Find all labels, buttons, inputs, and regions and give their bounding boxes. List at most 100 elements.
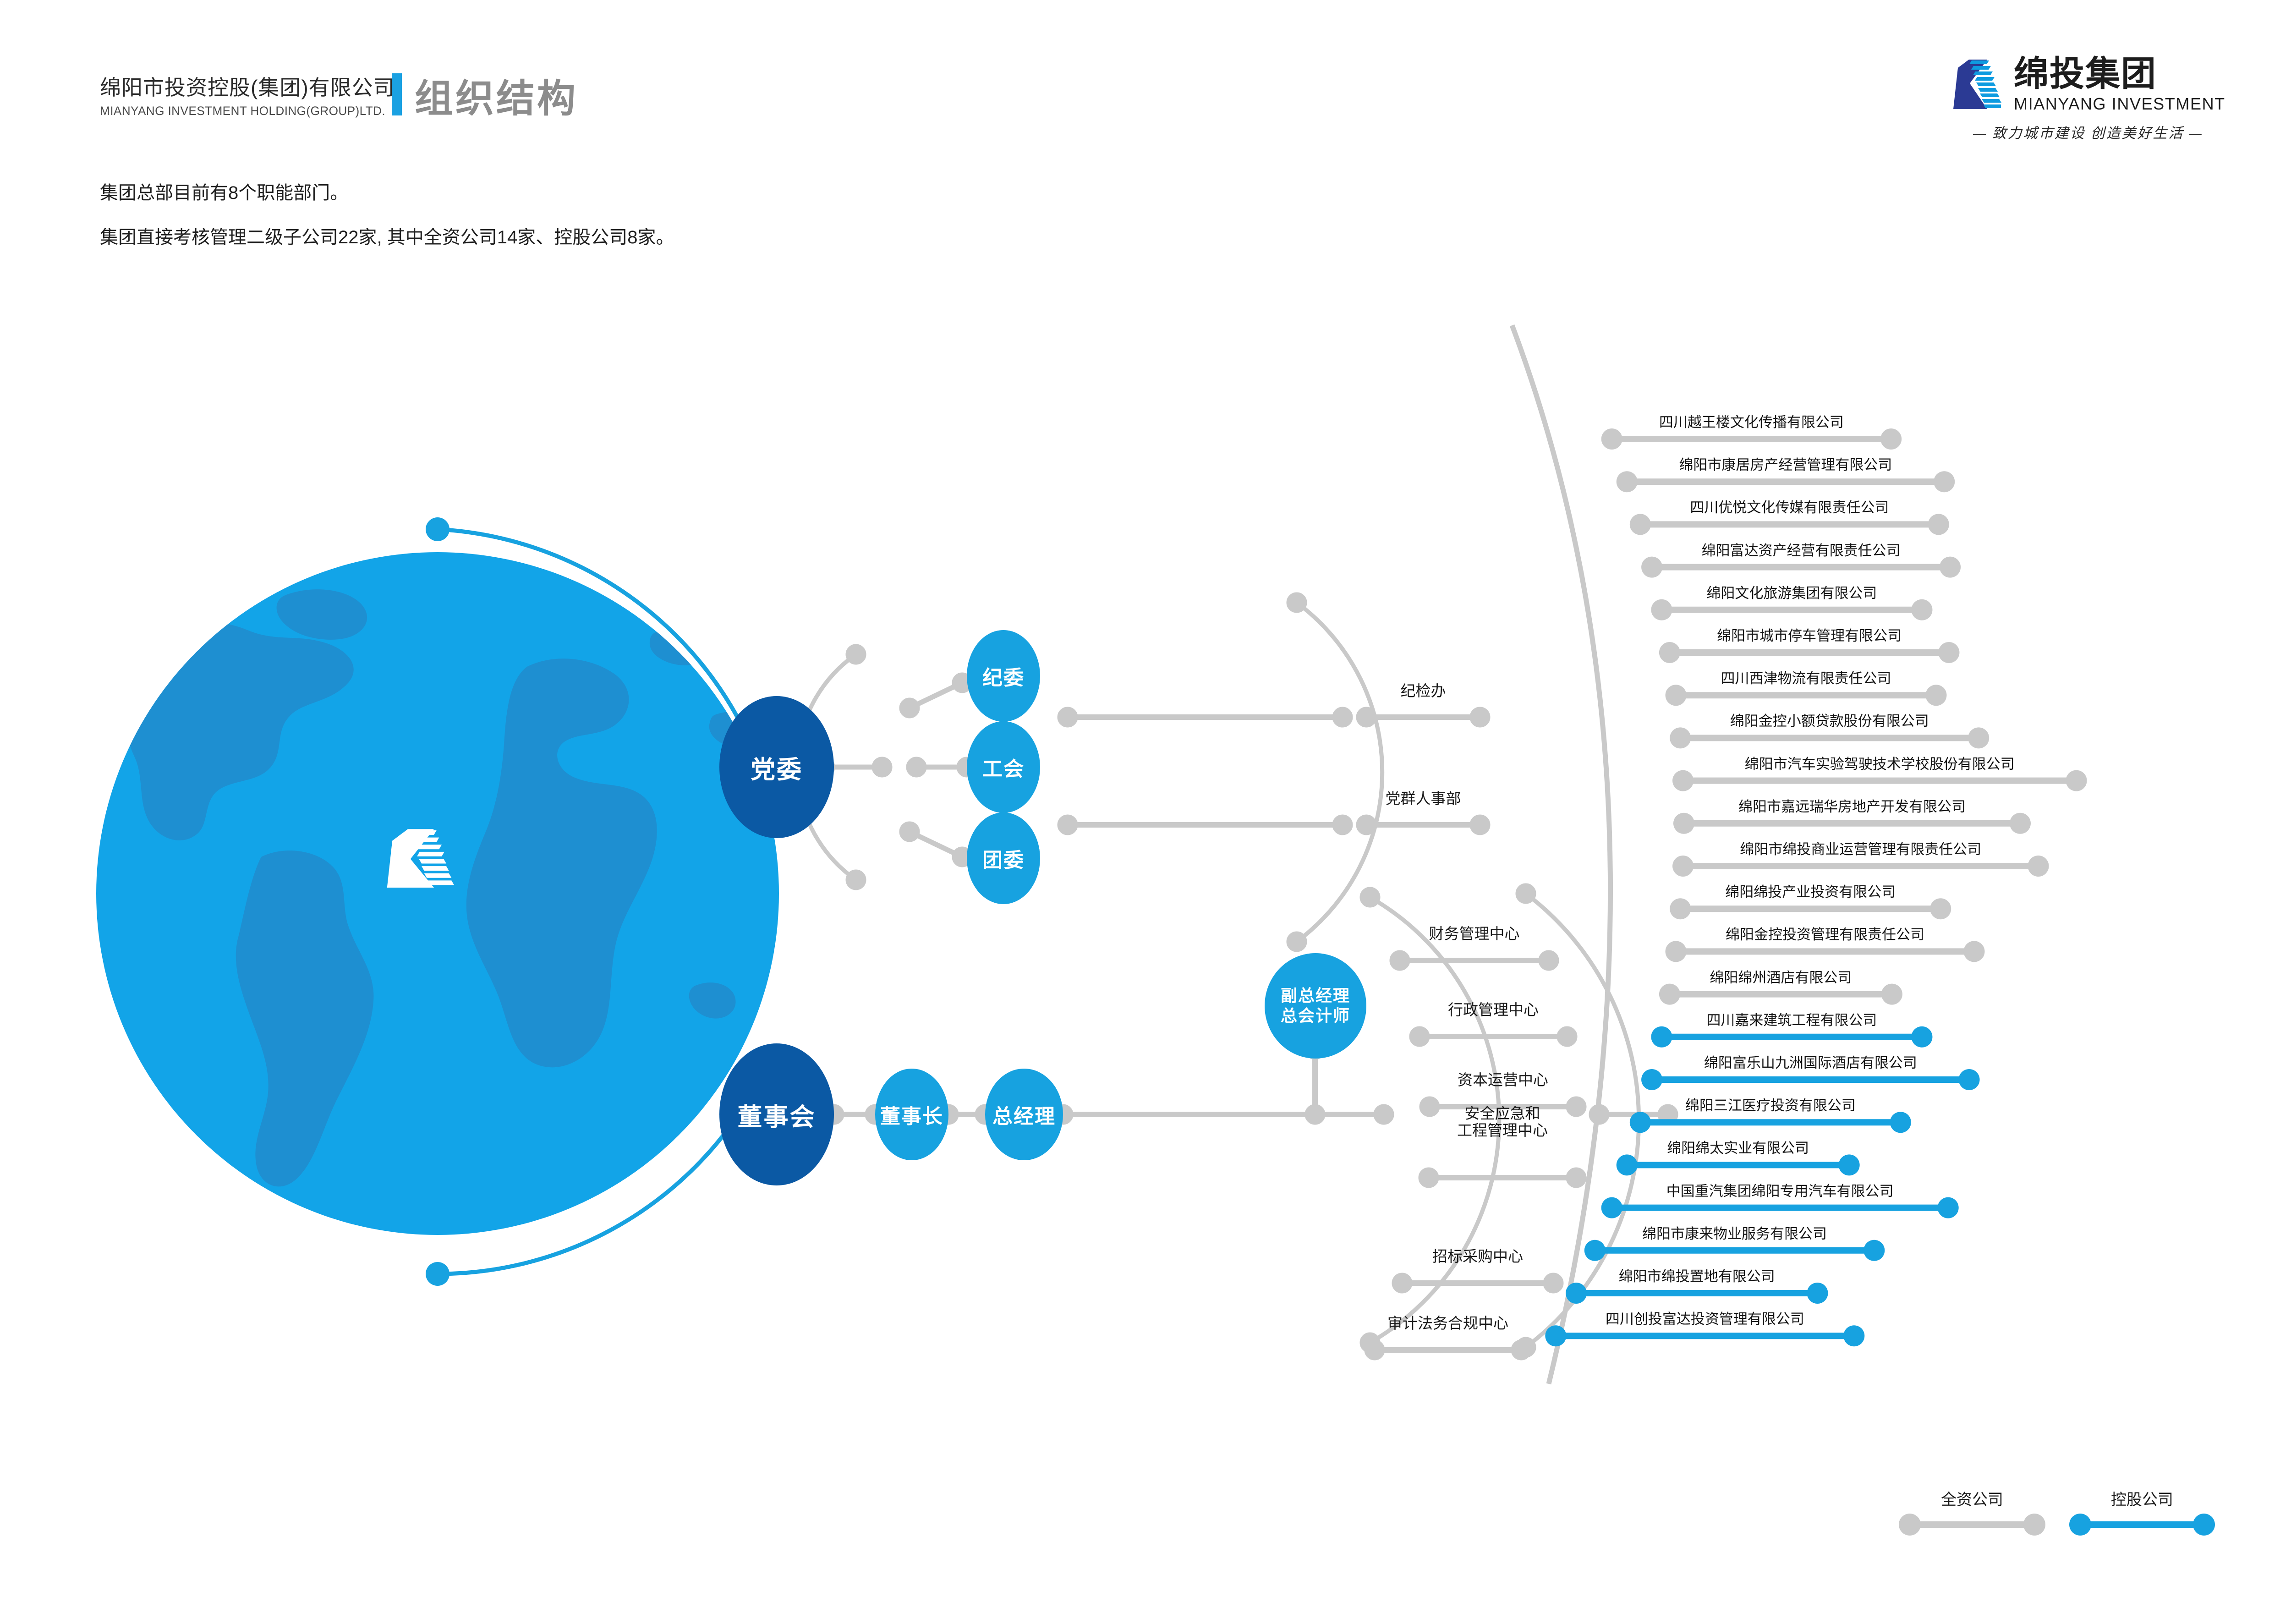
subsidiary-master-arc xyxy=(1509,324,1613,1385)
mianyang-logo-icon xyxy=(1953,60,2001,109)
node-discipline-committee[interactable]: 纪委 xyxy=(967,630,1040,722)
subsidiary-label[interactable]: 绵阳三江医疗投资有限公司 xyxy=(1685,1097,1856,1114)
subsidiary-label[interactable]: 四川嘉来建筑工程有限公司 xyxy=(1706,1012,1877,1028)
subsidiary-rail-endpoint xyxy=(1670,727,1691,749)
subsidiary-label[interactable]: 四川创投富达投资管理有限公司 xyxy=(1605,1311,1804,1328)
legend-holding-label: 控股公司 xyxy=(2111,1491,2173,1509)
subsidiary-rail-endpoint xyxy=(1651,1026,1672,1048)
subsidiary-rail-endpoint xyxy=(1911,599,1933,620)
subsidiary-rail-endpoint xyxy=(2066,770,2087,791)
subsidiary-rail-endpoint xyxy=(2010,812,2031,834)
logo-name-en: MIANYANG INVESTMENT xyxy=(2014,94,2225,113)
label-dept-audit-legal: 审计法务合规中心 xyxy=(1387,1315,1508,1332)
subsidiary-rail-endpoint xyxy=(1863,1240,1885,1261)
label-dept-safety-engineering: 安全应急和 工程管理中心 xyxy=(1457,1105,1548,1139)
subsidiary-rail-endpoint xyxy=(1601,1197,1622,1218)
subsidiary-rail-endpoint xyxy=(1930,898,1951,920)
node-board-of-directors[interactable]: 董事会 xyxy=(719,1043,834,1185)
subsidiary-label[interactable]: 绵阳市嘉远瑞华房地产开发有限公司 xyxy=(1738,798,1966,815)
node-labor-union[interactable]: 工会 xyxy=(967,721,1040,813)
brand-block: 绵阳市投资控股(集团)有限公司 MIANYANG INVESTMENT HOLD… xyxy=(100,76,395,118)
label-dept-administration: 行政管理中心 xyxy=(1448,1001,1539,1018)
node-deputy-gm-line2: 总会计师 xyxy=(1280,1006,1350,1025)
subsidiary-rail-endpoint xyxy=(1665,685,1687,706)
label-discipline-office: 纪检办 xyxy=(1400,682,1446,699)
subsidiary-rail-endpoint xyxy=(1616,1154,1638,1176)
subsidiary-label[interactable]: 绵阳市绵投置地有限公司 xyxy=(1618,1268,1775,1284)
subsidiary-rail-endpoint xyxy=(1880,428,1902,450)
node-chairman-label: 董事长 xyxy=(880,1105,943,1128)
globe-graphic xyxy=(96,517,779,1286)
subsidiary-rail-endpoint xyxy=(1807,1283,1828,1304)
intro-line-1: 集团总部目前有8个职能部门。 xyxy=(100,183,349,203)
subsidiary-rail-endpoint xyxy=(1925,685,1947,706)
subsidiary-rail-endpoint xyxy=(1672,770,1694,791)
node-general-manager-label: 总经理 xyxy=(992,1105,1056,1128)
subsidiary-label[interactable]: 四川西津物流有限责任公司 xyxy=(1721,670,1891,687)
subsidiary-label[interactable]: 绵阳市康来物业服务有限公司 xyxy=(1642,1225,1827,1242)
subsidiary-rail-endpoint xyxy=(1566,1283,1587,1304)
subsidiary-rail-endpoint xyxy=(1584,1240,1606,1261)
label-dept-capital-operations: 资本运营中心 xyxy=(1458,1071,1548,1088)
node-deputy-gm-chief-accountant[interactable]: 副总经理 总会计师 xyxy=(1265,953,1366,1059)
globe-logo-icon xyxy=(387,829,455,888)
node-youth-league[interactable]: 团委 xyxy=(967,812,1040,904)
subsidiary-label[interactable]: 绵阳文化旅游集团有限公司 xyxy=(1706,585,1877,601)
legend-graphics xyxy=(1899,1514,2215,1536)
subsidiary-rail-endpoint xyxy=(1641,556,1663,578)
company-name-cn: 绵阳市投资控股(集团)有限公司 xyxy=(100,76,395,99)
subsidiary-label[interactable]: 绵阳富达资产经营有限责任公司 xyxy=(1701,542,1901,559)
node-board-of-directors-label: 董事会 xyxy=(737,1103,816,1131)
subsidiary-label[interactable]: 绵阳绵投产业投资有限公司 xyxy=(1725,884,1896,900)
corporate-logo: 绵投集团 MIANYANG INVESTMENT — 致力城市建设 创造美好生活… xyxy=(1941,55,2235,154)
subsidiary-rail-endpoint xyxy=(1934,471,1955,493)
node-general-manager[interactable]: 总经理 xyxy=(985,1069,1063,1160)
subsidiary-label[interactable]: 绵阳金控小额贷款股份有限公司 xyxy=(1730,713,1929,730)
subsidiary-label[interactable]: 绵阳金控投资管理有限责任公司 xyxy=(1726,927,1925,943)
subsidiary-rail-endpoint xyxy=(2028,856,2049,877)
subsidiary-label[interactable]: 中国重汽集团绵阳专用汽车有限公司 xyxy=(1666,1183,1894,1199)
page-header: 绵阳市投资控股(集团)有限公司 MIANYANG INVESTMENT HOLD… xyxy=(0,0,2291,174)
logo-name-cn: 绵投集团 xyxy=(2014,54,2157,93)
label-dept-finance: 财务管理中心 xyxy=(1429,925,1520,942)
management-spine-connectors xyxy=(823,883,1678,1361)
node-discipline-committee-label: 纪委 xyxy=(982,667,1025,689)
subsidiary-rail-endpoint xyxy=(1670,898,1691,920)
subsidiary-label[interactable]: 四川越王楼文化传播有限公司 xyxy=(1659,414,1844,430)
subsidiary-label[interactable]: 四川优悦文化传媒有限责任公司 xyxy=(1690,499,1889,516)
subsidiary-rail-endpoint xyxy=(1651,599,1672,620)
subsidiary-rail-endpoint xyxy=(1545,1325,1567,1347)
node-deputy-gm-line1: 副总经理 xyxy=(1280,986,1350,1005)
subsidiary-rail-endpoint xyxy=(1659,642,1680,663)
subsidiary-rail-endpoint xyxy=(1601,428,1622,450)
subsidiary-rail-endpoint xyxy=(1843,1325,1865,1347)
subsidiary-rail-endpoint xyxy=(1629,1112,1651,1133)
subsidiary-rail-endpoint xyxy=(1968,727,1990,749)
subsidiary-label[interactable]: 绵阳绵太实业有限公司 xyxy=(1667,1140,1809,1157)
subsidiary-label[interactable]: 绵阳市城市停车管理有限公司 xyxy=(1717,628,1902,644)
subsidiary-label[interactable]: 绵阳市汽车实验驾驶技术学校股份有限公司 xyxy=(1744,756,2015,772)
subsidiary-rail-endpoint xyxy=(1937,1197,1959,1218)
subsidiary-label[interactable]: 绵阳市绵投商业运营管理有限责任公司 xyxy=(1740,841,1982,857)
subsidiary-rail-endpoint xyxy=(1940,556,1961,578)
subsidiary-rails xyxy=(1545,428,2087,1347)
subsidiary-rail-endpoint xyxy=(1672,856,1694,877)
subsidiary-label[interactable]: 绵阳绵州酒店有限公司 xyxy=(1710,969,1852,986)
subsidiary-rail-endpoint xyxy=(1665,941,1687,962)
node-youth-league-label: 团委 xyxy=(982,849,1025,872)
node-party-committee[interactable]: 党委 xyxy=(719,696,834,838)
page-title: 组织结构 xyxy=(415,77,578,120)
legend-wholly-owned-label: 全资公司 xyxy=(1941,1491,2003,1509)
subsidiary-rail-endpoint xyxy=(1890,1112,1911,1133)
subsidiary-rail-endpoint xyxy=(1629,514,1651,535)
title-accent-bar xyxy=(392,73,402,115)
subsidiary-rail-endpoint xyxy=(1963,941,1985,962)
subsidiary-label[interactable]: 绵阳市康居房产经营管理有限公司 xyxy=(1679,457,1892,473)
subsidiary-label[interactable]: 绵阳富乐山九洲国际酒店有限公司 xyxy=(1704,1055,1917,1071)
node-chairman[interactable]: 董事长 xyxy=(875,1069,948,1160)
intro-text: 集团总部目前有8个职能部门。 集团直接考核管理二级子公司22家, 其中全资公司1… xyxy=(100,183,674,247)
logo-slogan: — 致力城市建设 创造美好生活 — xyxy=(1973,125,2203,141)
subsidiary-rail-endpoint xyxy=(1673,812,1694,834)
